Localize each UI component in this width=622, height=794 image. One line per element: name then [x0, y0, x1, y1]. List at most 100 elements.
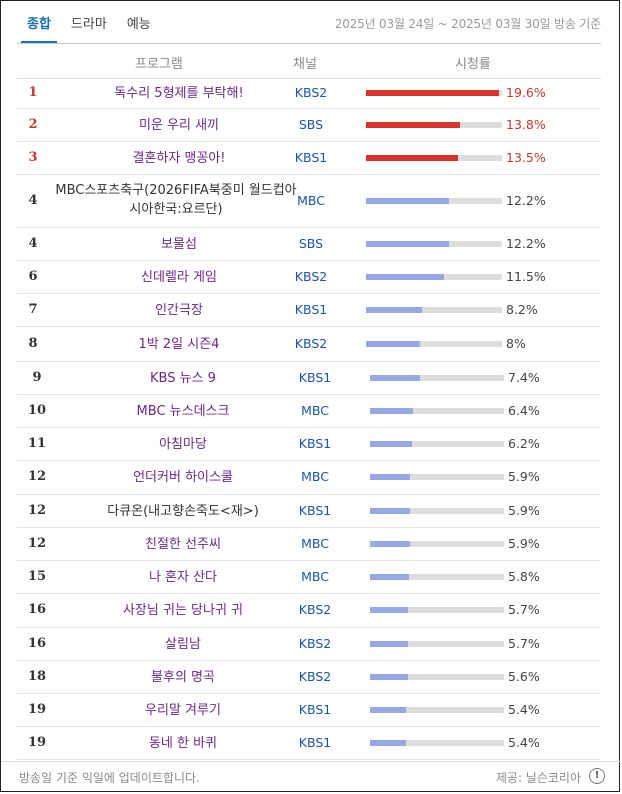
rating-bar — [370, 641, 408, 647]
channel-name: MBC — [301, 403, 329, 418]
tab-overall[interactable]: 종합 — [17, 1, 61, 43]
rank-number: 7 — [28, 302, 38, 317]
table-row[interactable]: 19 우리말 겨루기 KBS1 5.4% — [17, 693, 601, 727]
channel-name: KBS2 — [298, 669, 332, 684]
program-title[interactable]: 신데렐라 게임 — [141, 270, 217, 285]
program-title[interactable]: 미운 우리 새끼 — [138, 118, 220, 133]
channel-name: KBS1 — [298, 702, 332, 717]
program-title[interactable]: 결혼하자 맹꽁아! — [132, 151, 226, 166]
program-title[interactable]: 인간극장 — [155, 303, 203, 318]
rank-number: 4 — [28, 193, 38, 208]
table-row[interactable]: 4 MBC스포츠축구(2026FIFA북중미 월드컵아시아한국:요르단) MBC 12… — [17, 174, 601, 228]
table-row[interactable]: 16 사장님 귀는 당나귀 귀 KBS2 5.7% — [17, 593, 601, 628]
program-title[interactable]: 언더커버 하이스쿨 — [133, 470, 233, 485]
table-row[interactable]: 7 인간극장 KBS1 8.2% — [17, 293, 601, 327]
program-title[interactable]: 독수리 5형제를 부탁해! — [114, 86, 244, 101]
program-title[interactable]: MBC 뉴스데스크 — [136, 404, 230, 419]
rating-value: 5.8% — [508, 569, 540, 584]
channel-name: KBS2 — [294, 269, 328, 284]
column-header-rating: 시청률 — [455, 57, 491, 72]
rating-bar — [370, 441, 412, 447]
program-title[interactable]: 다큐온(내고향손죽도<재>) — [107, 504, 259, 519]
rating-value: 5.9% — [508, 503, 540, 518]
rating-bar-track — [370, 740, 504, 746]
rating-bar — [366, 90, 499, 96]
table-header: 프로그램 채널 시청률 — [17, 43, 601, 79]
rank-number: 18 — [27, 669, 47, 684]
table-row[interactable]: 18 불후의 명곡 KBS2 5.6% — [17, 660, 601, 694]
rating-bar — [370, 607, 408, 613]
table-row[interactable]: 9 KBS 뉴스 9 KBS1 7.4% — [17, 361, 601, 395]
rank-number: 19 — [27, 702, 47, 717]
category-tabs: 종합 드라마 예능 — [17, 1, 161, 43]
channel-name: KBS2 — [298, 602, 332, 617]
program-title[interactable]: 아침마당 — [159, 437, 207, 452]
rank-number: 11 — [27, 436, 47, 451]
table-row[interactable]: 15 나 혼자 산다 MBC 5.8% — [17, 560, 601, 594]
table-row[interactable]: 6 신데렐라 게임 KBS2 11.5% — [17, 260, 601, 294]
rank-number: 16 — [27, 636, 47, 651]
table-row[interactable]: 2 미운 우리 새끼 SBS 13.8% — [17, 108, 601, 142]
table-row[interactable]: 12 언더커버 하이스쿨 MBC 5.9% — [17, 460, 601, 495]
program-title[interactable]: 나 혼자 산다 — [148, 570, 218, 585]
rating-value: 13.8% — [506, 117, 546, 132]
program-title[interactable]: 친절한 선주씨 — [145, 537, 221, 552]
rating-bar — [370, 508, 410, 514]
rank-number: 12 — [27, 503, 47, 518]
channel-name: KBS1 — [294, 150, 328, 165]
provider-credit: 제공: 닐슨코리아 — [495, 771, 581, 785]
rank-number: 4 — [28, 236, 38, 251]
program-title[interactable]: KBS 뉴스 9 — [150, 371, 216, 386]
table-row[interactable]: 3 결혼하자 맹꽁아! KBS1 13.5% — [17, 141, 601, 175]
tab-entertainment[interactable]: 예능 — [126, 17, 151, 32]
rating-bar-track — [366, 122, 502, 128]
table-row[interactable]: 12 친절한 선주씨 MBC 5.9% — [17, 527, 601, 561]
program-title[interactable]: 우리말 겨루기 — [145, 703, 221, 718]
table-row[interactable]: 4 보물섬 SBS 12.2% — [17, 227, 601, 261]
channel-name: SBS — [298, 236, 324, 251]
rank-number: 1 — [28, 85, 38, 100]
table-row[interactable]: 8 1박 2일 시즌4 KBS2 8% — [17, 326, 601, 362]
table-row[interactable]: 12 다큐온(내고향손죽도<재>) KBS1 5.9% — [17, 494, 601, 528]
channel-name: KBS1 — [298, 503, 332, 518]
rating-bar — [370, 707, 406, 713]
table-row[interactable]: 1 독수리 5형제를 부탁해! KBS2 19.6% — [17, 78, 601, 109]
table-row[interactable]: 19 동네 한 바퀴 KBS1 5.4% — [17, 726, 601, 760]
channel-name: MBC — [297, 193, 325, 208]
rank-number: 12 — [27, 469, 47, 484]
rating-bar-track — [370, 441, 504, 447]
tab-drama[interactable]: 드라마 — [70, 17, 107, 32]
rank-number: 10 — [27, 403, 47, 418]
rating-bar-track — [370, 607, 504, 613]
program-title[interactable]: 보물섬 — [161, 237, 197, 252]
update-note: 방송일 기준 익일에 업데이트합니다. — [19, 771, 200, 785]
program-title[interactable]: MBC스포츠축구(2026FIFA북중미 월드컵아시아한국:요르단) — [55, 183, 297, 217]
table-row[interactable]: 16 살림남 KBS2 5.7% — [17, 627, 601, 661]
rank-number: 3 — [28, 150, 38, 165]
column-header-program: 프로그램 — [135, 57, 183, 72]
rating-value: 19.6% — [506, 85, 546, 100]
rating-value: 5.4% — [508, 702, 540, 717]
rating-bar-track — [366, 341, 502, 347]
program-title[interactable]: 동네 한 바퀴 — [148, 736, 218, 751]
rank-number: 9 — [32, 370, 42, 385]
rank-number: 19 — [27, 735, 47, 750]
rating-value: 5.9% — [508, 469, 540, 484]
program-title[interactable]: 사장님 귀는 당나귀 귀 — [122, 603, 244, 618]
channel-name: KBS1 — [298, 436, 332, 451]
rating-value: 8% — [506, 336, 526, 351]
program-title[interactable]: 불후의 명곡 — [151, 670, 215, 685]
channel-name: KBS2 — [294, 85, 328, 100]
rating-bar-track — [366, 198, 502, 204]
rating-value: 5.9% — [508, 536, 540, 551]
table-row[interactable]: 10 MBC 뉴스데스크 MBC 6.4% — [17, 394, 601, 428]
rating-bar — [370, 674, 408, 680]
rating-bar — [370, 574, 409, 580]
program-title[interactable]: 1박 2일 시즌4 — [138, 337, 220, 352]
info-icon[interactable]: ! — [589, 768, 605, 784]
program-title[interactable]: 살림남 — [165, 637, 201, 652]
channel-name: MBC — [301, 569, 329, 584]
table-row[interactable]: 11 아침마당 KBS1 6.2% — [17, 427, 601, 461]
rank-number: 6 — [28, 269, 38, 284]
rating-bar-track — [370, 375, 504, 381]
